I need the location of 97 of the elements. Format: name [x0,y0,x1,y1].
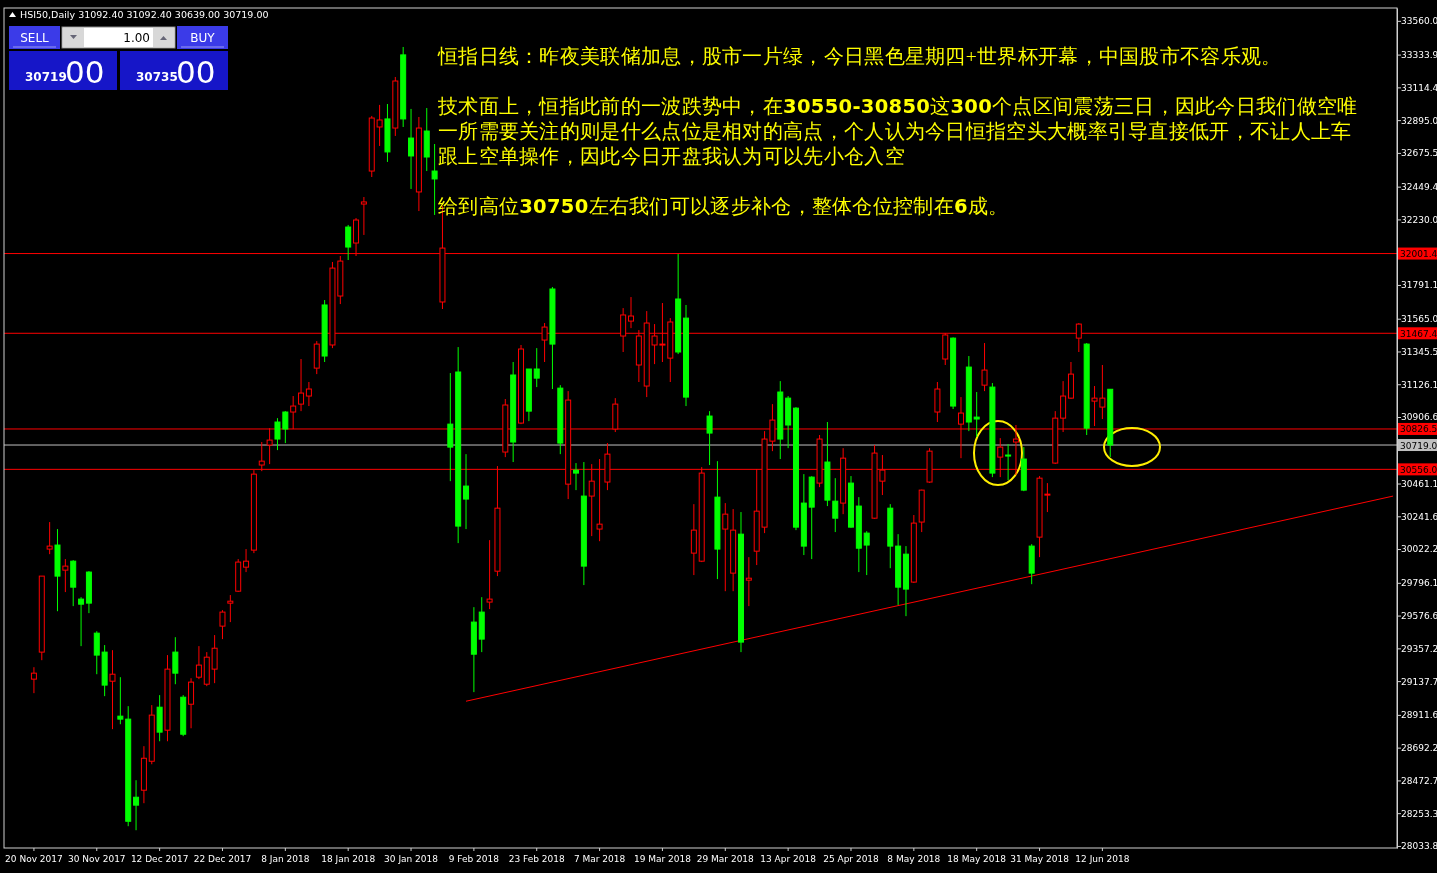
y-tick-label: 29576.6 [1401,610,1437,621]
y-tick-label: 29357.2 [1401,643,1437,654]
candlestick [408,108,415,190]
y-tick-label: 33114.4 [1401,82,1437,93]
x-tick-label: 18 May 2018 [947,854,1007,865]
x-tick-label: 12 Dec 2017 [130,854,189,865]
candlestick [486,539,493,610]
ref-line-label: 30826.5 [1400,424,1437,435]
x-tick-label: 30 Jan 2018 [384,854,439,865]
candlestick [133,779,140,831]
ref-line-label: 32001.4 [1400,249,1437,260]
y-tick-label: 31565.0 [1401,314,1437,325]
x-tick-label: 30 Nov 2017 [67,854,126,865]
y-tick-label: 30906.6 [1401,412,1437,423]
x-tick-label: 20 Nov 2017 [5,854,63,865]
candlestick [227,594,234,623]
ask-price-box[interactable]: 3073500 [120,51,228,90]
candlestick [1005,443,1012,481]
x-tick-label: 29 Mar 2018 [696,854,755,865]
annotation: 恒指日线：昨夜美联储加息，股市一片绿，今日黑色星期四+世界杯开幕，中国股市不容乐观。 [438,46,1282,67]
y-tick-label: 29137.7 [1401,676,1437,687]
x-tick-label: 9 Feb 2018 [448,854,500,865]
candlestick [305,381,312,407]
candlestick [973,391,980,438]
candlestick [447,372,454,482]
ref-line-label: 30719.0 [1400,440,1437,451]
candlestick [46,521,53,555]
y-tick-label: 28253.3 [1401,808,1437,819]
annotation: BUY [190,31,216,45]
candlestick [298,358,305,412]
candlestick [533,347,540,388]
annotation: SELL [20,31,50,45]
x-tick-label: 8 Jan 2018 [261,854,310,865]
candlestick [188,677,195,729]
y-tick-label: 28472.7 [1401,775,1437,786]
y-tick-label: 28692.2 [1401,743,1437,754]
y-tick-label: 29796.1 [1401,578,1437,589]
candlestick [219,609,226,640]
y-tick-label: 32449.4 [1401,182,1437,193]
candlestick [934,381,941,423]
candlestick [30,666,37,694]
y-tick-label: 32230.0 [1401,214,1437,225]
x-tick-label: 13 Apr 2018 [760,854,817,865]
candlestick [360,196,367,236]
candlestick [117,676,124,725]
ref-line-label: 31467.4 [1400,328,1437,339]
candlestick [431,143,438,216]
y-tick-label: 31791.1 [1401,280,1437,291]
candlestick [345,224,352,261]
annotation: 技术面上，恒指此前的一波跌势中，在30550-30850这300个点区间震荡三日，因此今日我们做空唯一所需要关注的则是什么点位是相对的高点，个人认为今日恒指空头大概率引导直接低开，不让人上车跟上空单操作，因此今日开盘我认为可以先小仓入空 [438,95,1358,167]
candlestick [690,503,697,576]
y-tick-label: 31126.1 [1401,379,1437,390]
candlestick [628,296,635,329]
y-tick-label: 33560.0 [1401,16,1437,27]
chart-title: HSI50,Daily 31092.40 31092.40 30639.00 30719.00 [20,9,269,20]
annotation: 30735 [136,70,178,84]
candlestick [78,596,85,647]
annotation: 1.00 [123,31,150,45]
candlestick [863,530,870,576]
y-tick-label: 30461.1 [1401,478,1437,489]
x-tick-label: 18 Jan 2018 [321,854,376,865]
bid-price-box[interactable]: 3071900 [9,51,117,90]
candlestick [981,342,988,392]
buy-button[interactable]: BUY [177,26,228,49]
candlestick [195,645,202,680]
y-tick-label: 30022.2 [1401,544,1437,555]
x-tick-label: 22 Dec 2017 [193,854,252,865]
x-tick-label: 25 Apr 2018 [823,854,880,865]
x-tick-label: 31 May 2018 [1010,854,1070,865]
x-tick-label: 12 Jun 2018 [1075,854,1130,865]
candlestick [745,556,752,607]
ref-line-label: 30556.0 [1400,464,1437,475]
y-tick-label: 33333.9 [1401,49,1437,60]
candlestick [832,477,839,533]
y-tick-label: 32895.0 [1401,115,1437,126]
x-tick-label: 23 Feb 2018 [508,854,566,865]
candlestick [172,636,179,685]
candlestick [243,548,250,573]
y-tick-label: 30241.6 [1401,511,1437,522]
y-tick-label: 28033.8 [1401,841,1437,852]
y-tick-label: 28911.6 [1401,710,1437,721]
annotation: 30719 [25,70,67,84]
y-tick-label: 31345.5 [1401,346,1437,357]
sell-button[interactable]: SELL [9,26,60,49]
y-tick-label: 32675.5 [1401,148,1437,159]
candlestick [463,453,470,530]
candlestick [706,410,713,466]
x-tick-label: 8 May 2018 [887,854,941,865]
candlestick [573,462,580,491]
candlestick [109,649,116,730]
candlestick [722,502,729,592]
annotation: 给到高位30750左右我们可以逐步补仓，整体仓位控制在6成。 [438,195,1009,218]
x-tick-label: 7 Mar 2018 [573,854,626,865]
x-tick-label: 19 Mar 2018 [633,854,692,865]
annotation: 00 [65,54,105,90]
candlestick [62,558,69,593]
annotation: 00 [176,54,216,90]
